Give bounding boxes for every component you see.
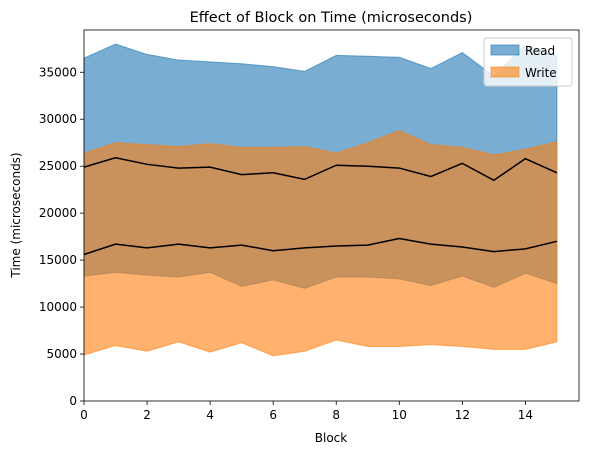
- x-axis: 0 2 4 6 8 10 12 14: [80, 401, 533, 422]
- x-tick-label: 14: [518, 408, 533, 422]
- area-layer: [83, 43, 558, 357]
- y-axis-title: Time (microseconds): [9, 152, 23, 278]
- legend-label-read: Read: [525, 44, 555, 58]
- x-axis-title: Block: [315, 431, 348, 445]
- y-tick-label: 0: [69, 394, 77, 408]
- y-axis: 0 5000 10000 15000 20000 25000 30000 35000: [39, 65, 84, 408]
- legend-swatch-read: [490, 44, 520, 56]
- x-tick-label: 0: [80, 408, 88, 422]
- chart-title: Effect of Block on Time (microseconds): [190, 10, 473, 26]
- mean-lines: [83, 156, 558, 256]
- x-tick-label: 8: [332, 408, 340, 422]
- x-tick-label: 12: [455, 408, 470, 422]
- legend-label-write: Write: [525, 66, 557, 80]
- y-tick-label: 25000: [39, 159, 77, 173]
- x-tick-label: 4: [206, 408, 214, 422]
- area-write: [83, 129, 558, 357]
- y-tick-label: 20000: [39, 206, 77, 220]
- mean-line-read: [83, 156, 558, 182]
- x-tick-label: 10: [392, 408, 407, 422]
- y-tick-label: 5000: [46, 347, 77, 361]
- y-tick-label: 10000: [39, 300, 77, 314]
- y-tick-label: 30000: [39, 112, 77, 126]
- mean-line-write: [83, 237, 558, 256]
- y-tick-label: 15000: [39, 253, 77, 267]
- legend: Read Write: [483, 37, 573, 87]
- legend-swatch-write: [490, 66, 520, 78]
- plot-frame: [83, 29, 580, 402]
- x-tick-label: 6: [269, 408, 277, 422]
- y-tick-label: 35000: [39, 65, 77, 79]
- x-tick-label: 2: [143, 408, 151, 422]
